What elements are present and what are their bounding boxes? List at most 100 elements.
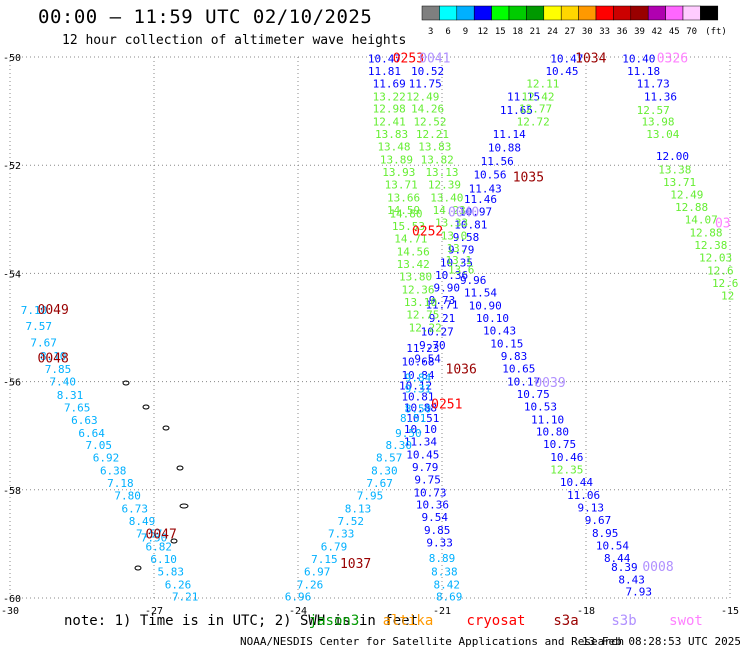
wave-height-label: 12.38 — [694, 239, 727, 252]
wave-height-label: 11.54 — [464, 287, 497, 300]
legend-tick-label: 9 — [463, 27, 468, 37]
pass-time-label: 0252 — [412, 225, 443, 240]
wave-height-label: 8.95 — [592, 527, 619, 540]
wave-height-label: 7.33 — [328, 527, 355, 540]
satellite-legend-label: altika — [383, 613, 434, 629]
wave-height-label: 10.47 — [550, 52, 583, 65]
pass-time-label: 1034 — [575, 51, 606, 66]
y-tick-label: -58 — [3, 486, 21, 497]
wave-height-label: 10.90 — [469, 300, 502, 313]
wave-height-label: 11.71 — [425, 299, 458, 312]
wave-height-label: 9.70 — [419, 339, 446, 352]
wave-height-label: 11.23 — [406, 342, 439, 355]
legend-tick-label: 3 — [428, 27, 433, 37]
wave-height-label: 11.18 — [627, 65, 660, 78]
wave-height-label: 14.56 — [397, 246, 430, 259]
x-tick-label: -24 — [289, 606, 307, 617]
satellite-legend-label: s3b — [611, 613, 636, 629]
satellite-legend-label: s3a — [553, 613, 578, 629]
wave-height-label: 11.46 — [464, 193, 497, 206]
wave-height-label: 8.42 — [434, 578, 461, 591]
wave-height-label: 6.38 — [100, 465, 127, 478]
wave-height-label: 13.83 — [418, 141, 451, 154]
wave-height-label: 12.42 — [521, 90, 554, 103]
wave-height-label: 10.75 — [543, 438, 576, 451]
wave-height-label: 12.88 — [689, 227, 722, 240]
wave-height-label: 6.92 — [93, 452, 120, 465]
pass-time-label: 1037 — [340, 557, 371, 572]
wave-height-label: 7.67 — [30, 336, 57, 349]
pass-time-label: 0049 — [38, 303, 69, 318]
wave-height-label: 11.14 — [493, 128, 526, 141]
wave-height-label: 12.49 — [670, 189, 703, 202]
wave-height-label: 6.82 — [146, 540, 173, 553]
wave-height-label: 10.10 — [404, 423, 437, 436]
wave-height-label: 12.88 — [675, 201, 708, 214]
wave-height-label: 10.65 — [502, 362, 535, 375]
wave-height-label: 14.71 — [394, 233, 427, 246]
legend-tick-label: 39 — [634, 27, 645, 37]
wave-height-label: 13.71 — [663, 176, 696, 189]
wave-height-label: 8.51 — [400, 412, 427, 425]
wave-height-label: 7.52 — [338, 515, 365, 528]
pass-time-label: 0040 — [448, 206, 479, 221]
wave-height-label: 6.26 — [165, 578, 192, 591]
wave-height-label: 13.6 — [448, 263, 475, 276]
x-tick-label: -30 — [1, 606, 19, 617]
wave-height-label: 14.26 — [411, 103, 444, 116]
wave-height-label: 9.13 — [578, 501, 605, 514]
wave-height-label: 13.10 — [404, 296, 437, 309]
pass-time-label: 0326 — [657, 51, 688, 66]
wave-height-label: 9.79 — [448, 243, 475, 256]
wave-height-label: 13.89 — [380, 154, 413, 167]
wave-height-label: 11.65 — [500, 104, 533, 117]
pass-time-label: 1035 — [513, 170, 544, 185]
wave-height-label: 12.75 — [406, 308, 439, 321]
wave-height-label: 7.05 — [86, 439, 113, 452]
satellite-legend: jason3 altika cryosat s3a s3b swot — [309, 613, 703, 629]
wave-height-label: 11.10 — [531, 413, 564, 426]
wave-height-label: 10.84 — [401, 369, 434, 382]
wave-height-label: 11.36 — [644, 90, 677, 103]
x-tick-label: -18 — [577, 606, 595, 617]
wave-height-label: 9.79 — [412, 461, 439, 474]
wave-height-label: 6.79 — [321, 540, 348, 553]
wave-height-label: 14.23 — [433, 204, 466, 217]
legend-tick-label: 12 — [477, 27, 488, 37]
wave-height-label: 9.84 — [405, 372, 432, 385]
wave-height-label: 10.40 — [622, 52, 655, 65]
wave-height-label: 8.44 — [604, 552, 631, 565]
wave-height-label: 7.15 — [311, 553, 338, 566]
x-tick-label: -21 — [433, 606, 451, 617]
legend-tick-label: 33 — [599, 27, 610, 37]
wave-height-label: 9.54 — [422, 511, 449, 524]
wave-height-label: 10.88 — [404, 401, 437, 414]
wave-height-label: 7.80 — [114, 490, 141, 503]
wave-height-label: 9.90 — [434, 281, 461, 294]
wave-height-label: 13.33 — [435, 216, 468, 229]
wave-height-label: 10.46 — [550, 451, 583, 464]
wave-height-label: 11.56 — [481, 155, 514, 168]
wave-height-label: 10.12 — [399, 380, 432, 393]
island-outlines — [122, 380, 189, 571]
wave-height-label: 13.04 — [646, 128, 679, 141]
pass-time-label: 0039 — [534, 376, 565, 391]
wave-height-label: 10.44 — [560, 476, 593, 489]
legend-tick-label: 24 — [547, 27, 558, 37]
wave-height-label: 13.40 — [430, 191, 463, 204]
wave-height-label: 12.35 — [550, 464, 583, 477]
island-outline — [142, 404, 150, 410]
wave-height-label: 13.13 — [425, 166, 458, 179]
wave-height-label: 10.80 — [536, 426, 569, 439]
wave-height-label: 10.47 — [368, 52, 401, 65]
wave-height-label: 10.15 — [490, 338, 523, 351]
wave-height-label: 9.50 — [395, 427, 422, 440]
wave-height-label: 10.52 — [411, 65, 444, 78]
wave-height-label: 12.52 — [413, 116, 446, 129]
wave-height-label: 13.98 — [641, 116, 674, 129]
wave-height-label: 12.03 — [699, 251, 732, 264]
legend-tick-label: 6 — [445, 27, 450, 37]
footer-credit: NOAA/NESDIS Center for Satellite Applica… — [240, 635, 624, 648]
island-outline — [162, 425, 170, 431]
wave-height-label: 7.65 — [64, 401, 91, 414]
